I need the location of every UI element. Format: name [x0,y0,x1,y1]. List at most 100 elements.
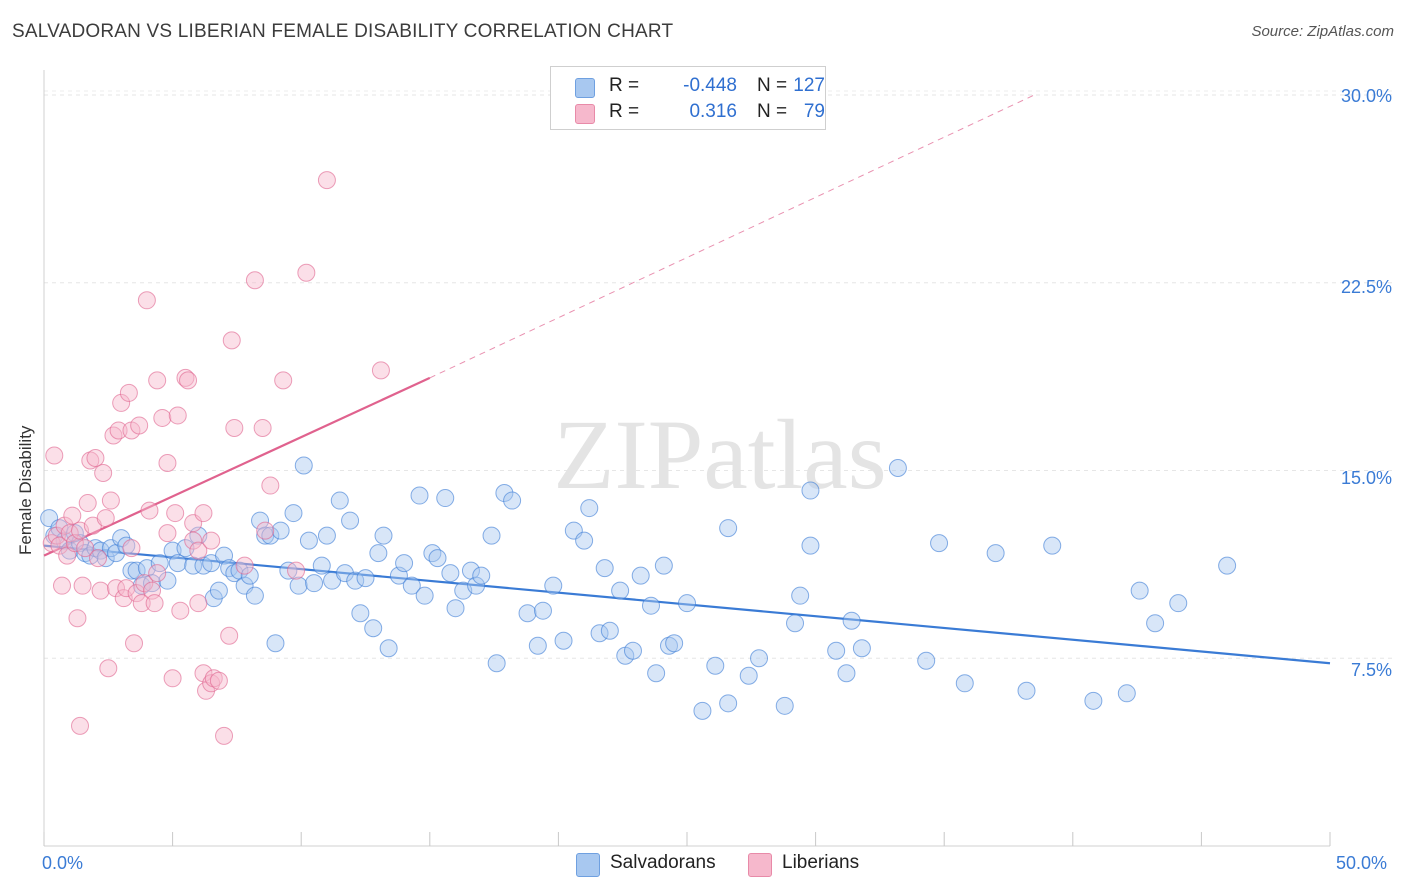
point-liberian [86,449,105,467]
point-salvadoran [402,576,421,595]
point-liberian [63,506,82,525]
point-liberian [78,494,97,513]
n-label: N = [757,75,788,96]
x-tick-label-min: 0.0% [42,853,84,873]
point-salvadoran [1146,614,1165,633]
point-salvadoran [1218,556,1237,575]
r-value: 0.316 [689,101,737,122]
point-salvadoran [611,581,630,600]
point-liberian [91,581,110,600]
point-liberian [130,416,149,435]
point-liberian [53,576,72,595]
point-liberian [125,634,144,653]
source-note: Source: ZipAtlas.com [1251,23,1394,40]
point-liberian [94,464,113,483]
point-liberian [122,539,141,558]
x-ticks [43,832,1331,846]
point-liberian [168,406,187,425]
point-liberian [261,476,280,495]
point-salvadoran [575,531,594,550]
point-liberian [371,361,390,380]
point-salvadoran [356,569,375,588]
point-salvadoran [955,674,974,693]
point-salvadoran [775,696,794,715]
point-salvadoran [441,564,460,583]
point-liberian [73,576,92,595]
point-liberian [148,564,167,583]
point-liberian [176,368,195,387]
point-liberian [317,171,336,190]
point-salvadoran [533,601,552,620]
point-liberian [132,594,151,613]
point-salvadoran [279,561,298,580]
point-salvadoran [299,531,318,550]
point-salvadoran [1130,581,1149,600]
point-salvadoran [739,666,758,685]
point-salvadoran [261,526,280,545]
point-salvadoran [335,564,354,583]
point-liberian [171,601,190,620]
point-salvadoran [341,511,360,530]
point-salvadoran [706,656,725,675]
r-label: R = [609,75,640,96]
trend-line-salvadorans [43,544,1331,665]
point-liberian [153,408,172,427]
point-liberian [148,371,167,390]
point-salvadoran [600,621,619,640]
point-liberian [104,426,123,445]
point-salvadoran [317,526,336,545]
point-salvadoran [472,566,491,585]
point-salvadoran [374,526,393,545]
point-salvadoran [266,634,285,653]
point-salvadoran [554,631,573,650]
point-salvadoran [346,571,365,590]
point-salvadoran [693,701,712,720]
y-tick-label: 30.0% [1340,86,1392,106]
point-liberian [194,664,213,683]
n-value: 127 [793,75,825,96]
point-salvadoran [1017,681,1036,700]
point-liberian [189,541,208,560]
point-salvadoran [719,694,738,713]
point-salvadoran [719,519,738,538]
point-salvadoran [842,611,861,630]
legend-swatch-pink [575,104,595,124]
point-salvadoran [117,536,136,555]
point-salvadoran [395,554,414,573]
point-salvadoran [240,566,259,585]
point-liberian [220,626,239,645]
point-liberian [215,726,234,745]
point-salvadoran [590,624,609,643]
point-salvadoran [168,554,187,573]
point-salvadoran [631,566,650,585]
point-liberian [184,531,203,550]
point-liberian [50,536,69,555]
point-liberian [253,418,272,437]
point-liberian [71,716,90,735]
point-salvadoran [289,576,308,595]
point-liberian [287,561,306,580]
point-salvadoran [623,641,642,660]
point-salvadoran [659,636,678,655]
point-liberian [89,549,108,568]
point-salvadoran [245,586,264,605]
point-liberian [81,451,100,470]
point-salvadoran [750,649,769,668]
point-salvadoran [423,544,442,563]
point-salvadoran [143,574,162,593]
point-salvadoran [351,604,370,623]
point-salvadoran [801,536,820,555]
point-liberian [101,491,120,510]
point-liberian [297,263,316,282]
point-salvadoran [791,586,810,605]
point-salvadoran [595,559,614,578]
point-salvadoran [379,639,398,658]
point-salvadoran [271,521,290,540]
point-salvadoran [647,664,666,683]
point-salvadoran [436,489,455,508]
point-salvadoran [330,491,349,510]
trend-line-liberians-extension [429,94,1035,379]
point-liberian [225,418,244,437]
point-liberian [204,669,223,688]
